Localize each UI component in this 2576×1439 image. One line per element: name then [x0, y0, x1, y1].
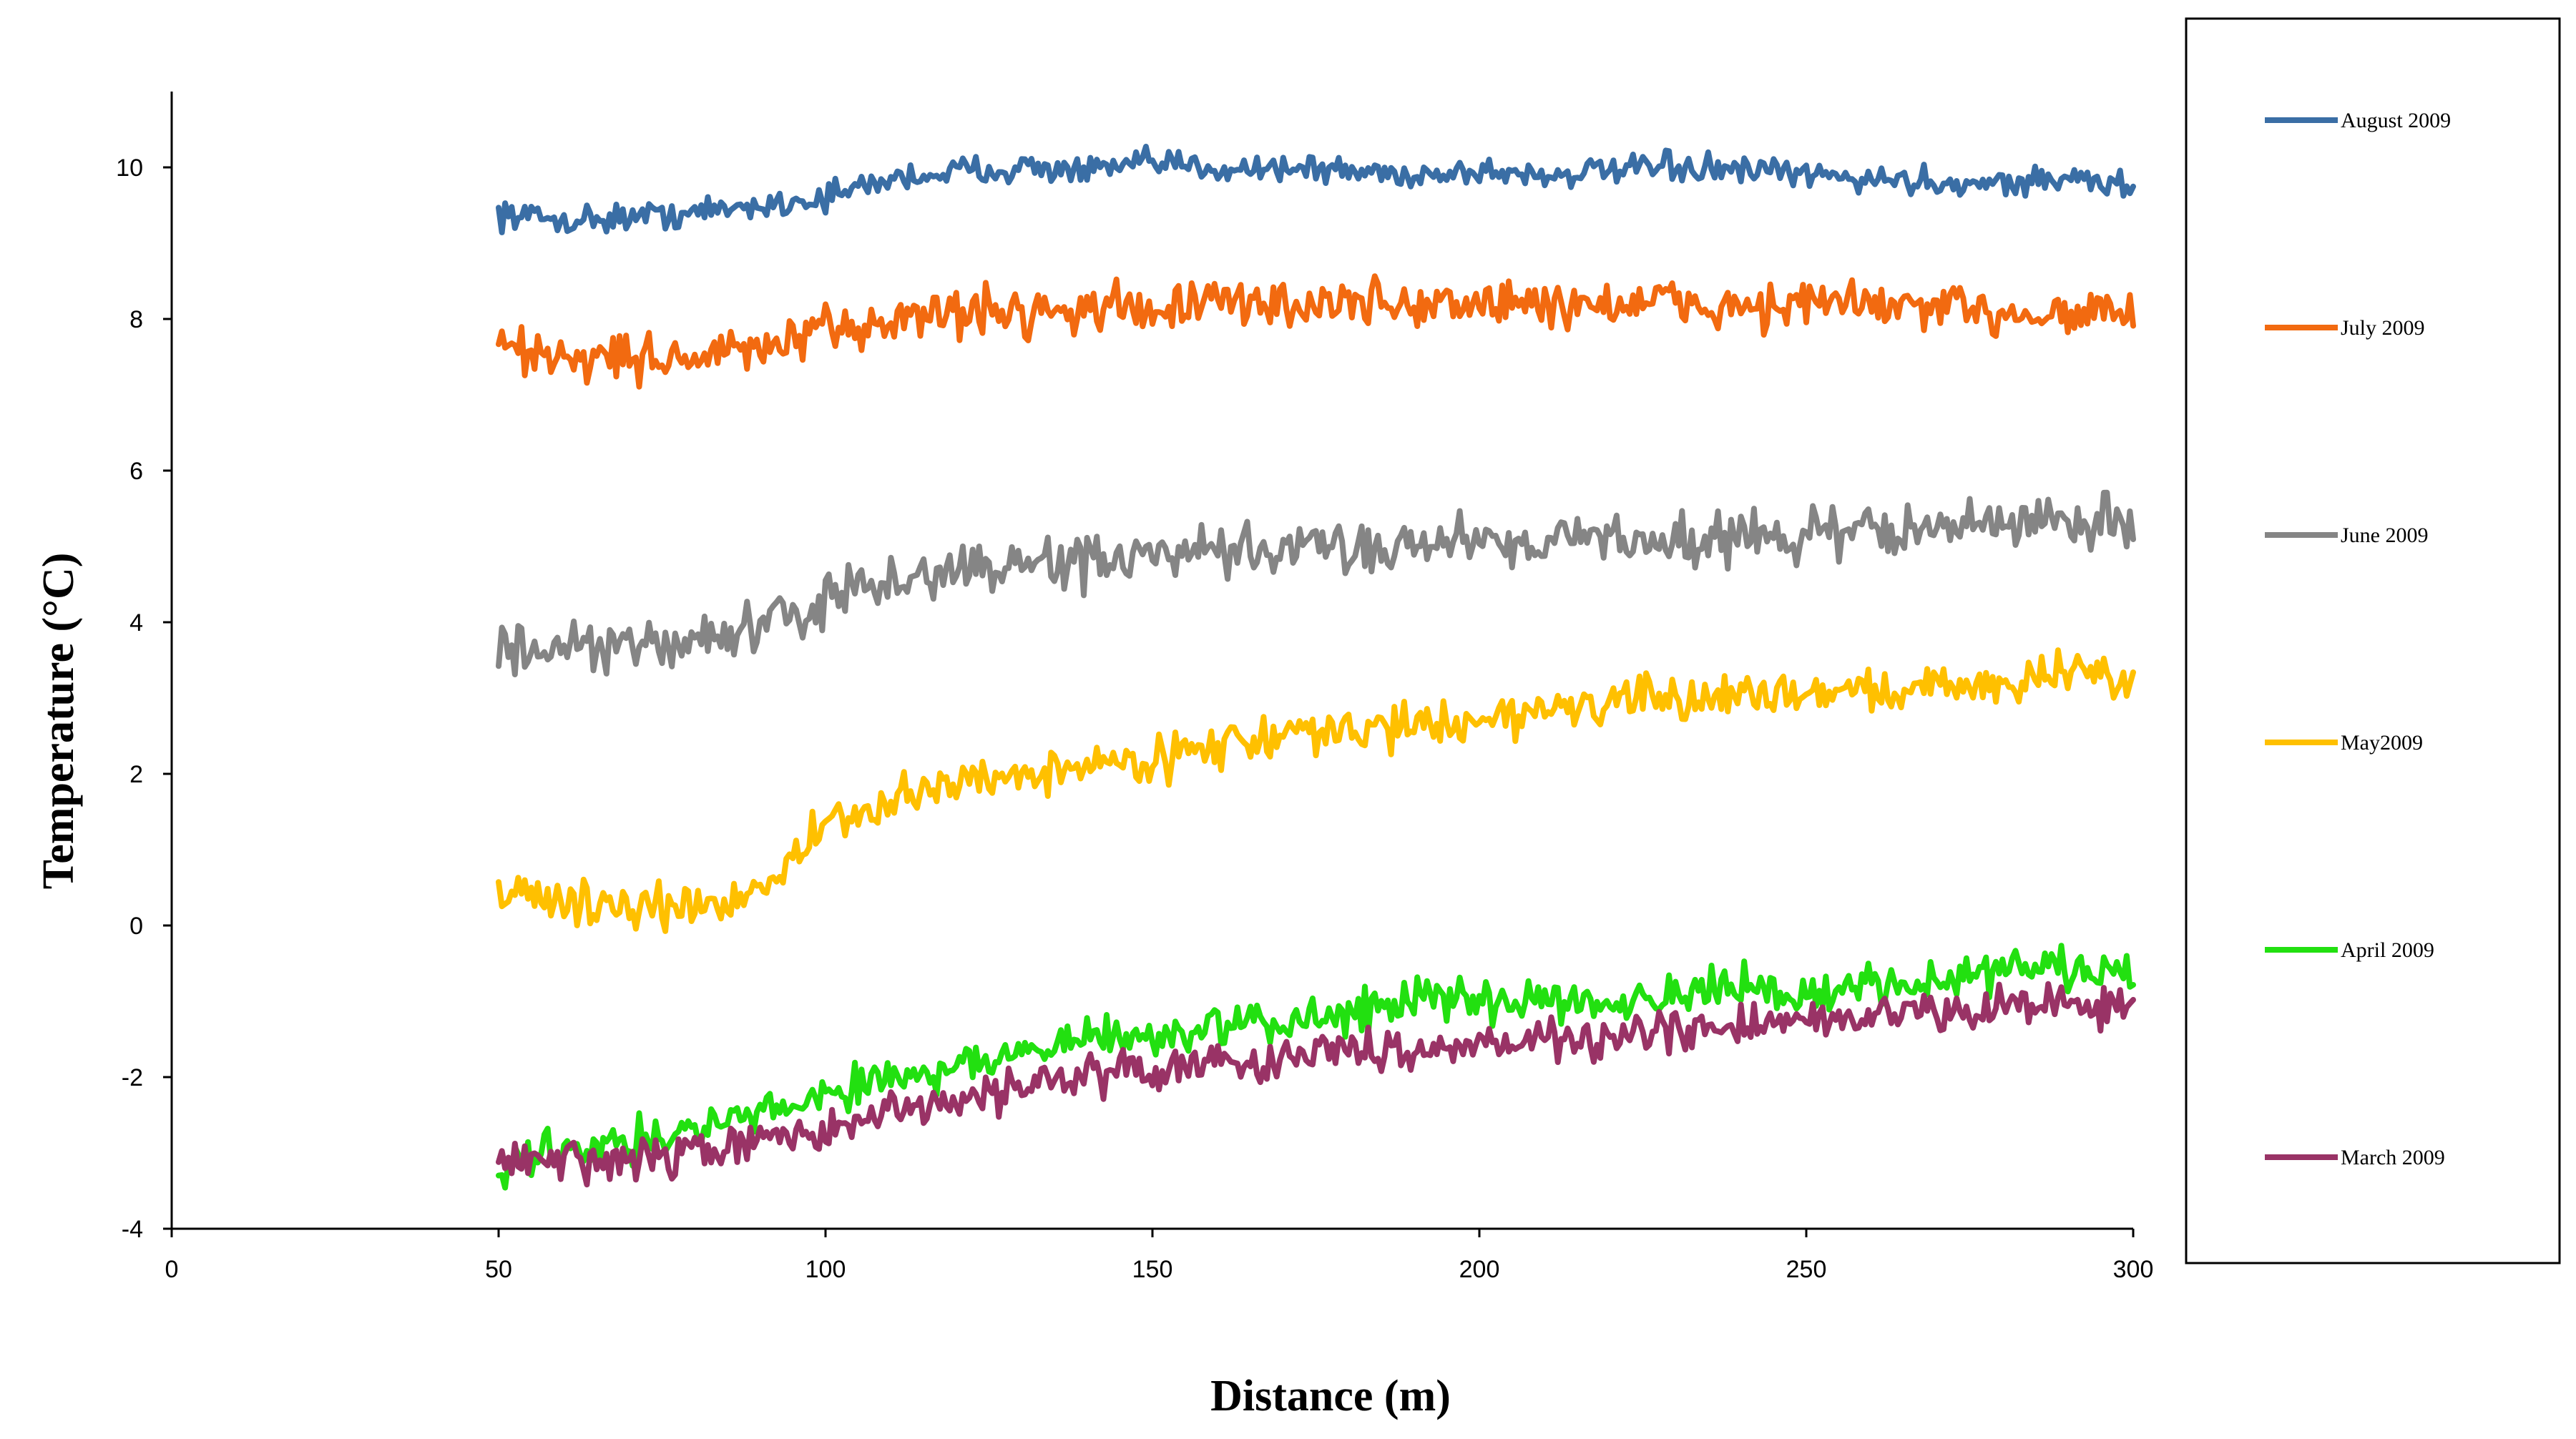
x-tick-label: 100	[805, 1256, 846, 1283]
y-axis-ticks: -4 -2 0 2 4 6 8 10	[116, 154, 172, 1243]
x-axis-title: Distance (m)	[1210, 1372, 1451, 1420]
series-line-0	[496, 144, 2136, 235]
x-tick-label: 0	[165, 1256, 179, 1283]
plot-area: -4 -2 0 2 4 6 8 10 0 50 100 150 200 250 300	[116, 92, 2153, 1283]
legend-label: June 2009	[2341, 524, 2429, 547]
x-tick-label: 150	[1132, 1256, 1173, 1283]
series-line-5	[496, 981, 2136, 1188]
y-axis-title: Temperature (°C)	[34, 553, 83, 890]
series-lines	[496, 144, 2136, 1191]
legend-label: March 2009	[2341, 1146, 2445, 1169]
y-tick-label: 6	[129, 458, 143, 485]
y-tick-label: -2	[122, 1064, 143, 1091]
y-tick-label: 2	[129, 761, 143, 788]
legend-label: July 2009	[2341, 316, 2425, 340]
legend-box	[2185, 17, 2561, 1264]
x-tick-label: 200	[1459, 1256, 1500, 1283]
y-tick-label: 4	[129, 609, 143, 637]
x-axis-ticks: 0 50 100 150 200 250 300	[165, 1229, 2154, 1283]
x-tick-label: 50	[485, 1256, 512, 1283]
y-tick-label: 10	[116, 154, 143, 182]
legend-items: August 2009 July 2009 June 2009 May2009 Apri…	[2265, 109, 2451, 1169]
series-line-4	[496, 943, 2136, 1191]
y-tick-label: -4	[122, 1216, 143, 1243]
y-tick-label: 8	[129, 306, 143, 333]
legend: August 2009 July 2009 June 2009 May2009 Apri…	[2185, 17, 2561, 1264]
x-tick-label: 250	[1786, 1256, 1827, 1283]
legend-label: May2009	[2341, 731, 2423, 755]
series-line-2	[496, 489, 2136, 677]
x-tick-label: 300	[2113, 1256, 2154, 1283]
legend-label: April 2009	[2341, 938, 2434, 962]
y-tick-label: 0	[129, 913, 143, 940]
series-line-1	[496, 273, 2136, 390]
series-line-3	[496, 647, 2136, 934]
legend-label: August 2009	[2341, 109, 2451, 132]
